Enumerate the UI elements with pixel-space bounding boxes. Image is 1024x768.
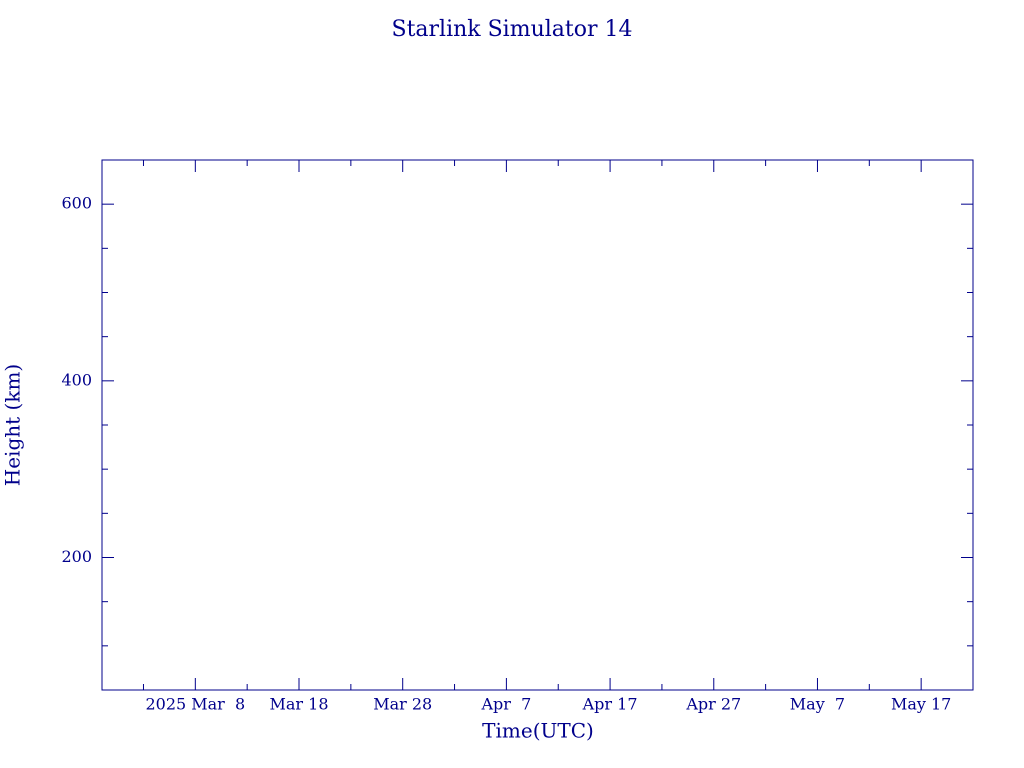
y-tick-label: 200 [61,547,92,566]
y-tick-label: 400 [61,370,92,389]
y-axis-label: Height (km) [1,364,25,486]
x-axis-label: Time(UTC) [482,719,594,743]
x-tick-label: Apr 17 [582,695,638,714]
chart-title: Starlink Simulator 14 [392,17,633,42]
x-tick-label: Apr 7 [480,695,531,714]
x-tick-label: Apr 27 [685,695,741,714]
y-tick-label: 600 [61,194,92,213]
x-tick-label: May 17 [891,695,951,714]
x-tick-label: Mar 18 [270,695,329,714]
x-tick-label: 2025 Mar 8 [145,695,245,714]
x-tick-label: Mar 28 [373,695,432,714]
x-tick-label: May 7 [790,695,845,714]
plot-frame [101,159,974,691]
